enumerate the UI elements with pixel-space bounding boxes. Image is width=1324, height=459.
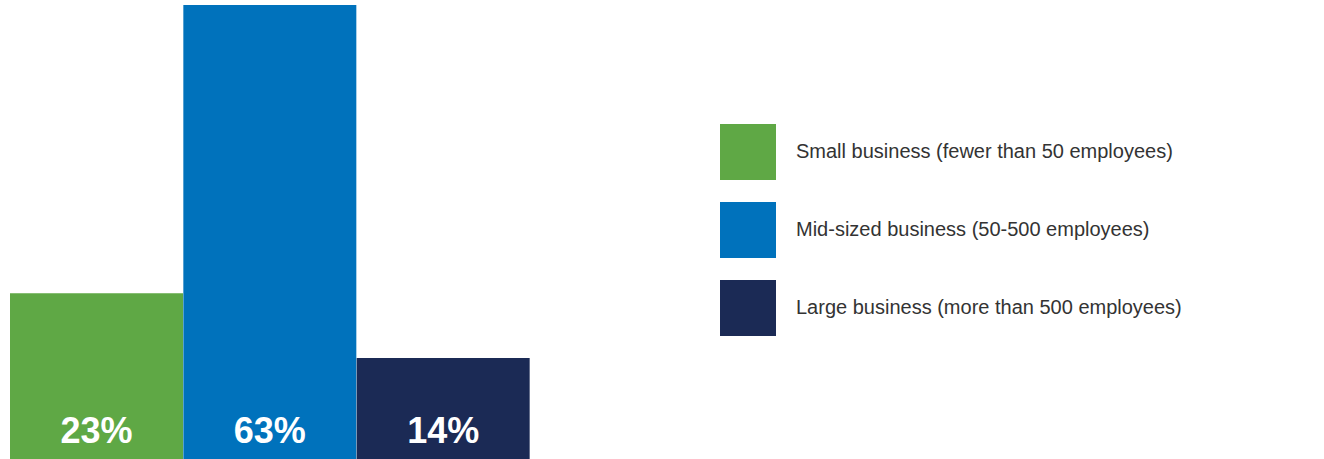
svg-text:14%: 14% <box>407 410 479 451</box>
svg-text:63%: 63% <box>234 410 306 451</box>
html-text:Large business (more than 500: Large business (more than 500 employees) <box>796 296 1182 318</box>
svg-text:23%: 23% <box>60 410 132 451</box>
html-text:Mid-sized business (50-500 emp: Mid-sized business (50-500 employees) <box>796 218 1150 240</box>
html-text:Small business (fewer than 50: Small business (fewer than 50 employees) <box>796 140 1173 162</box>
